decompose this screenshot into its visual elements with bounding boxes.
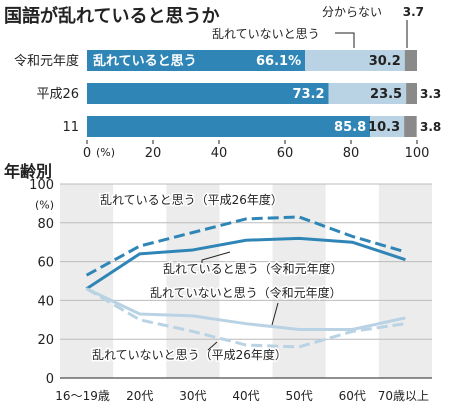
bar-segment [328, 83, 407, 104]
bar-category-label: 平成26 [36, 87, 79, 102]
callout-line [335, 32, 355, 48]
bar-segment [406, 83, 417, 104]
callout-not-disordered: 乱れていないと思う [212, 27, 320, 41]
x-tick-label: 0 [83, 146, 91, 160]
x-tick-label: 20 [145, 146, 162, 160]
bar-value-label: 3.8 [420, 120, 441, 134]
series-label-not-disordered-h26: 乱れていないと思う（平成26年度） [92, 347, 287, 362]
bar-value-label: 23.5 [370, 87, 402, 102]
bar-segment [87, 50, 306, 71]
y-tick-label: 100 [29, 178, 54, 193]
callout-unknown: 分からない [322, 5, 382, 19]
x-category-label: 40代 [232, 389, 259, 403]
x-category-label: 60代 [339, 389, 366, 403]
x-category-label: 50代 [286, 389, 313, 403]
bar-segment [404, 50, 417, 71]
bar-value-label: 85.8 [334, 120, 366, 135]
bar-segment [404, 116, 417, 137]
x-category-label: 20代 [126, 389, 153, 403]
x-tick-label: 100 [405, 146, 430, 160]
bar-value-label: 66.1% [256, 54, 301, 69]
series-label-not-disordered-r1: 乱れていないと思う（令和元年度） [150, 285, 342, 300]
y-axis-unit: (%) [35, 198, 54, 211]
label-leader-line [201, 251, 231, 263]
bar-value-label: 3.7 [403, 5, 424, 19]
bar-value-label: 3.3 [420, 87, 441, 101]
y-tick-label: 0 [46, 372, 54, 387]
series-label-disordered: 乱れていると思う [93, 53, 197, 69]
bar-segment [87, 83, 329, 104]
x-category-label: 16〜19歳 [55, 389, 110, 403]
bar-value-label: 30.2 [369, 54, 401, 69]
line-disordered-h26 [85, 215, 406, 277]
line-not-disordered-r1 [85, 287, 406, 331]
x-category-label: 30代 [179, 389, 206, 403]
bar-category-label: 令和元年度 [14, 53, 79, 69]
y-tick-label: 80 [37, 217, 54, 232]
line-not-disordered-h26 [85, 287, 406, 349]
y-tick-label: 40 [37, 294, 54, 309]
column-stripe [60, 184, 114, 378]
x-category-label: 70歳以上 [378, 389, 429, 403]
label-leader-line [207, 341, 218, 351]
y-tick-label: 60 [37, 256, 54, 271]
x-tick-label: 60 [277, 146, 294, 160]
bar-value-label: 73.2 [292, 87, 324, 102]
bar-segment [87, 116, 371, 137]
x-tick-label: 40 [211, 146, 228, 160]
x-tick-label: 80 [343, 146, 360, 160]
bar-value-label: 10.3 [368, 120, 400, 135]
x-axis-unit: (%) [96, 146, 115, 159]
bar-category-label: 11 [62, 120, 79, 135]
column-stripe [378, 184, 432, 378]
series-label-disordered-r1: 乱れていると思う（令和元年度） [163, 261, 343, 276]
line-chart-title: 年齢別 [4, 162, 53, 181]
bar-chart-title: 国語が乱れていると思うか [4, 6, 220, 27]
bar-segment [305, 50, 405, 71]
bar-segment [370, 116, 405, 137]
label-leader-line [271, 302, 279, 326]
series-label-disordered-h26: 乱れていると思う（平成26年度） [100, 192, 283, 207]
y-tick-label: 20 [37, 333, 54, 348]
column-stripe [166, 184, 220, 378]
line-disordered-r1 [85, 236, 406, 291]
